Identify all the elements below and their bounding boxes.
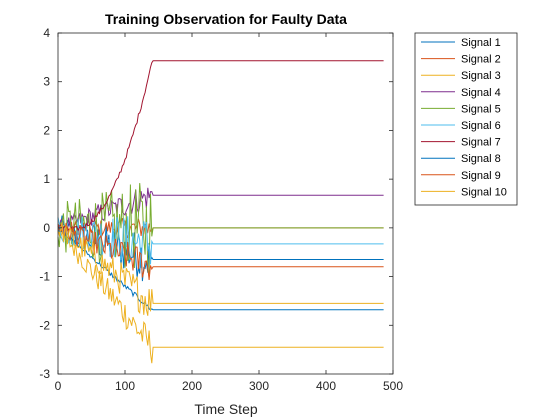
legend-label-10: Signal 10 [461, 186, 507, 198]
series-line-6 [57, 216, 384, 268]
legend-label-5: Signal 5 [461, 103, 501, 115]
legend-label-7: Signal 7 [461, 137, 501, 149]
legend-label-9: Signal 9 [461, 170, 501, 182]
y-tick-label-7: 4 [43, 26, 50, 40]
y-tick-label-1: -2 [39, 318, 50, 332]
series-line-7 [57, 60, 384, 232]
x-axis-label: Time Step [194, 401, 257, 417]
legend-label-6: Signal 6 [461, 120, 501, 132]
x-tick-label-3: 300 [249, 379, 269, 393]
chart-title: Training Observation for Faulty Data [105, 11, 347, 27]
legend-label-1: Signal 1 [461, 37, 501, 49]
y-tick-label-0: -3 [39, 367, 50, 381]
x-tick-label-1: 100 [115, 379, 135, 393]
tick-layer: 0 100 200 300 400 500 -3 -2 -1 0 1 2 3 4 [39, 26, 403, 393]
axes-box [57, 32, 394, 375]
x-tick-label-2: 200 [182, 379, 202, 393]
y-tick-label-5: 2 [43, 123, 50, 137]
y-tick-label-3: 0 [43, 221, 50, 235]
plot-area [58, 33, 393, 374]
series-line-9 [57, 222, 384, 280]
series-line-3 [57, 225, 384, 364]
x-tick-label-0: 0 [55, 379, 62, 393]
series-layer [57, 60, 384, 364]
x-tick-label-5: 500 [383, 379, 403, 393]
legend-label-4: Signal 4 [461, 87, 501, 99]
legend-label-2: Signal 2 [461, 54, 501, 66]
legend-box [414, 32, 518, 206]
y-tick-label-4: 1 [43, 172, 50, 186]
legend: Signal 1 Signal 2 Signal 3 Signal 4 Signal 5… [414, 32, 518, 206]
series-line-10 [57, 221, 384, 316]
x-tick-label-4: 400 [316, 379, 336, 393]
legend-label-3: Signal 3 [461, 70, 501, 82]
y-tick-label-2: -1 [39, 270, 50, 284]
legend-label-8: Signal 8 [461, 153, 501, 165]
y-tick-label-6: 3 [43, 75, 50, 89]
